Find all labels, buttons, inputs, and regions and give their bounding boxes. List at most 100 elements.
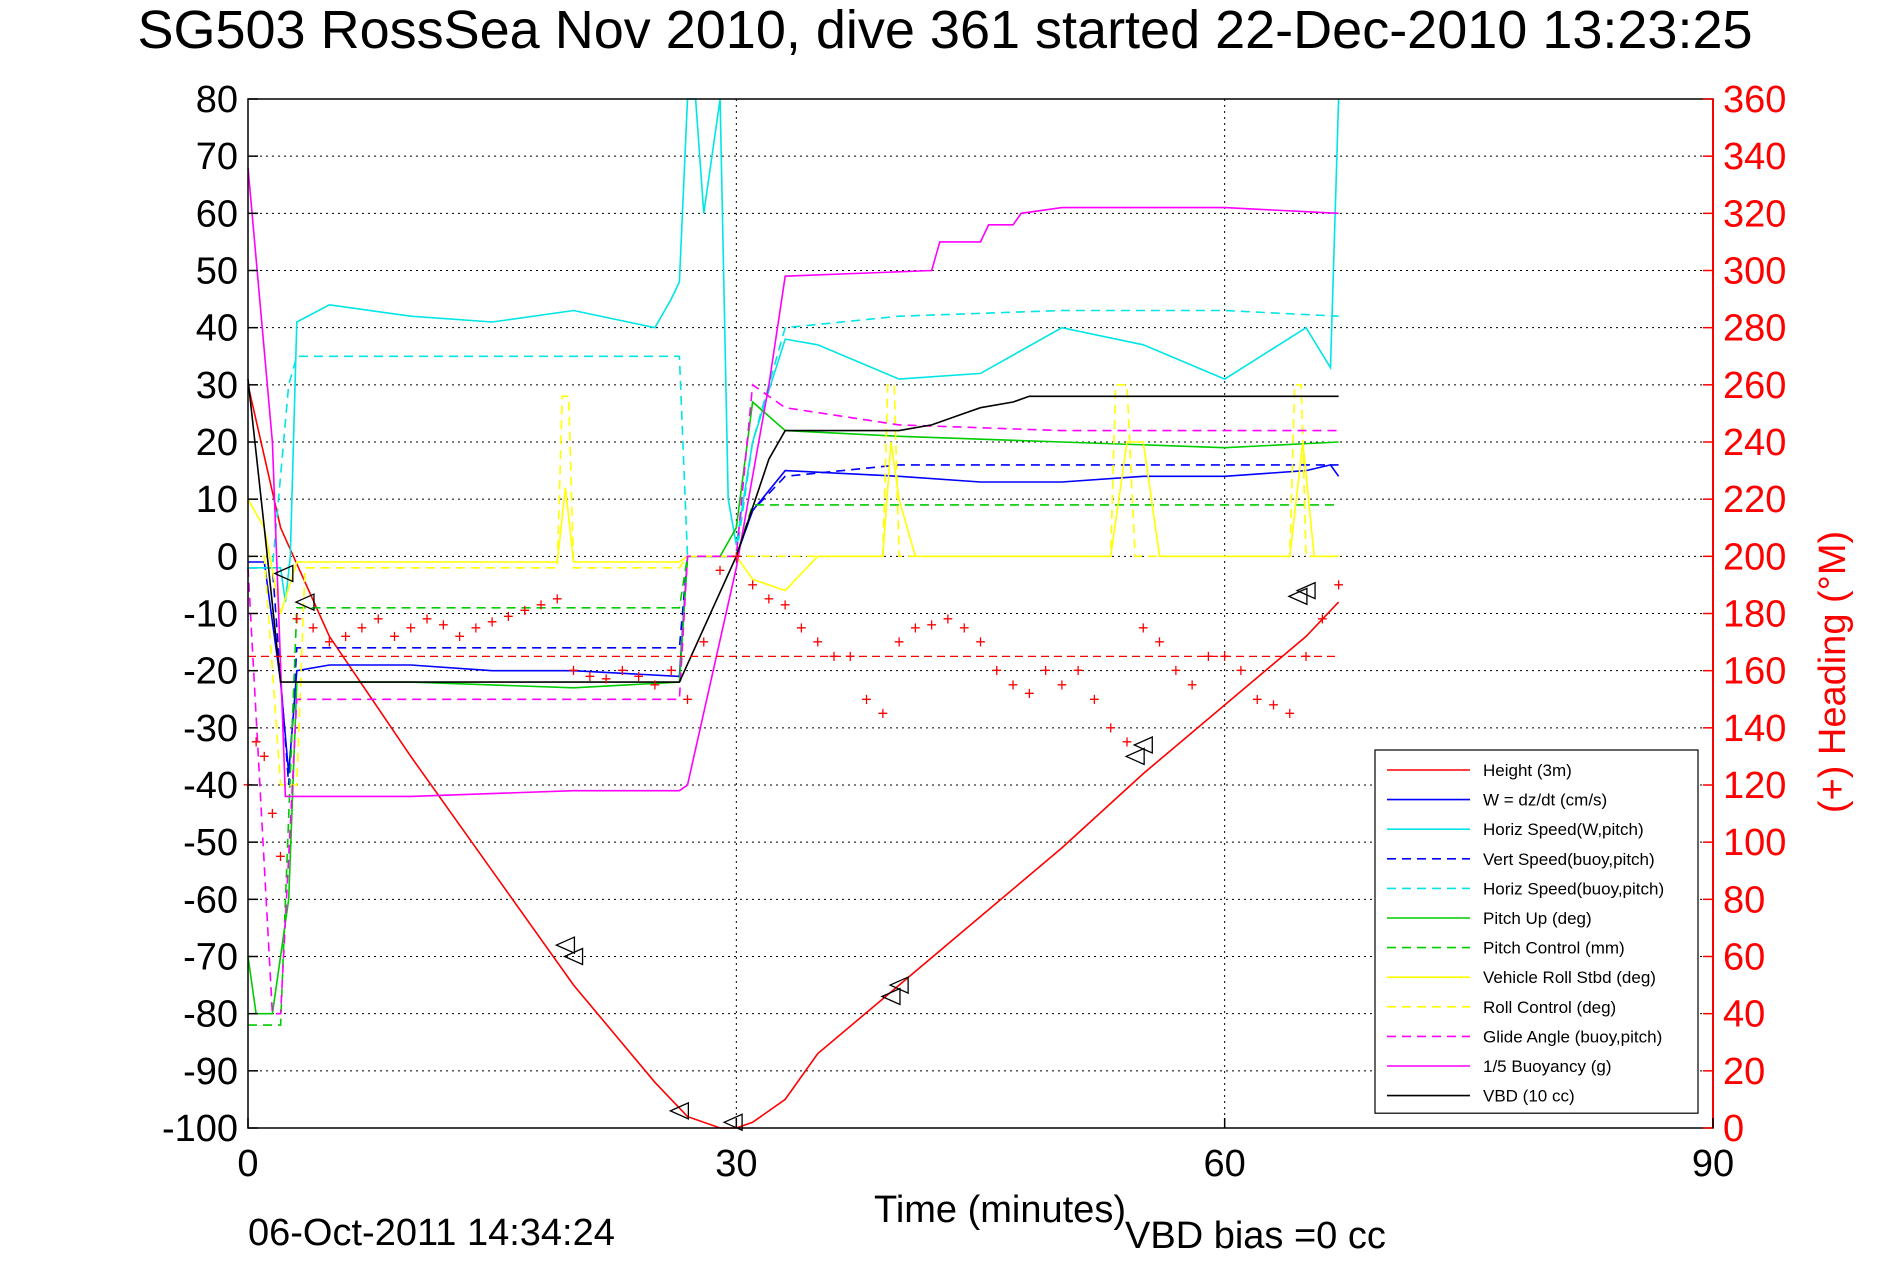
phase-marker bbox=[668, 1101, 690, 1120]
legend-label-3: Vert Speed(buoy,pitch) bbox=[1483, 850, 1655, 869]
heading-point: + bbox=[878, 704, 889, 724]
y-tick-label: -80 bbox=[183, 994, 238, 1036]
legend-box bbox=[1374, 749, 1699, 1114]
x-tick-label: 0 bbox=[237, 1143, 258, 1185]
legend-label-6: Pitch Control (mm) bbox=[1483, 939, 1625, 958]
series-line-11 bbox=[247, 379, 1339, 683]
legend-label-7: Vehicle Roll Stbd (deg) bbox=[1483, 968, 1656, 987]
phase-marker bbox=[1295, 581, 1316, 600]
heading-point: + bbox=[454, 626, 465, 646]
y-tick-label: -30 bbox=[183, 708, 238, 750]
heading-point: + bbox=[747, 575, 758, 595]
y2-tick-label: 160 bbox=[1723, 651, 1786, 693]
heading-point: + bbox=[1122, 732, 1133, 752]
heading-point: + bbox=[308, 618, 319, 638]
legend-label-11: VBD (10 cc) bbox=[1483, 1087, 1575, 1106]
heading-point: + bbox=[699, 632, 710, 652]
heading-point: + bbox=[633, 666, 644, 686]
heading-point: + bbox=[275, 846, 286, 866]
heading-point: + bbox=[259, 746, 270, 766]
y2-tick-label: 300 bbox=[1723, 251, 1786, 293]
heading-point: + bbox=[1171, 661, 1182, 681]
footer-vbd-bias: VBD bias =0 cc bbox=[1125, 1215, 1386, 1257]
heading-point: + bbox=[487, 612, 498, 632]
y-tick-label: 10 bbox=[196, 479, 238, 521]
phase-marker bbox=[880, 987, 901, 1006]
heading-point: + bbox=[975, 632, 986, 652]
y2-tick-label: 280 bbox=[1723, 308, 1786, 350]
y-tick-label: -90 bbox=[183, 1051, 238, 1093]
heading-point: + bbox=[731, 546, 742, 566]
y2-tick-label: 240 bbox=[1723, 422, 1786, 464]
y2-tick-label: 260 bbox=[1723, 365, 1786, 407]
series-line-4 bbox=[248, 309, 1339, 569]
phase-marker bbox=[273, 564, 294, 583]
x-tick-label: 60 bbox=[1204, 1143, 1246, 1185]
heading-layer: ++++++ ++ + + ++ + + ++ + + + + + ++ + + + + ++++++++ ++++ +… bbox=[243, 546, 1344, 866]
heading-point: + bbox=[1252, 689, 1263, 709]
series-line-0 bbox=[247, 384, 1340, 1129]
heading-point: + bbox=[568, 661, 579, 681]
legend-label-5: Pitch Up (deg) bbox=[1483, 909, 1592, 928]
y-tick-label: -50 bbox=[183, 822, 238, 864]
series-line-2 bbox=[248, 98, 1340, 603]
heading-point: + bbox=[1154, 632, 1165, 652]
y-tick-label: -60 bbox=[183, 879, 238, 921]
heading-point: + bbox=[617, 661, 628, 681]
heading-point: + bbox=[1268, 695, 1279, 715]
heading-point: + bbox=[552, 589, 563, 609]
heading-point: + bbox=[715, 561, 726, 581]
y2-tick-label: 320 bbox=[1723, 193, 1786, 235]
y-tick-label: 60 bbox=[196, 193, 238, 235]
heading-point: + bbox=[1024, 684, 1035, 704]
heading-point: + bbox=[992, 661, 1003, 681]
y2-tick-label: 360 bbox=[1723, 79, 1786, 121]
y2-axis-label: (+) Heading (°M) bbox=[1812, 531, 1854, 813]
phase-marker bbox=[888, 976, 909, 995]
heading-point: + bbox=[829, 646, 840, 666]
y-tick-label: -40 bbox=[183, 765, 238, 807]
heading-point: + bbox=[601, 669, 612, 689]
series-layer bbox=[247, 98, 1340, 1129]
y-tick-label: 50 bbox=[196, 251, 238, 293]
heading-point: + bbox=[340, 626, 351, 646]
y-tick-label: 80 bbox=[196, 79, 238, 121]
heading-point: + bbox=[1073, 661, 1084, 681]
heading-point: + bbox=[1236, 661, 1247, 681]
y-tick-label: -100 bbox=[162, 1108, 238, 1150]
heading-point: + bbox=[812, 632, 823, 652]
heading-point: + bbox=[1008, 675, 1019, 695]
heading-point: + bbox=[1138, 618, 1149, 638]
heading-point: + bbox=[1203, 646, 1214, 666]
heading-point: + bbox=[1219, 646, 1230, 666]
heading-point: + bbox=[1285, 704, 1296, 724]
y2-tick-label: 180 bbox=[1723, 594, 1786, 636]
heading-point: + bbox=[422, 609, 433, 629]
heading-point: + bbox=[519, 601, 530, 621]
series-line-9 bbox=[247, 383, 1339, 1015]
heading-point: + bbox=[503, 606, 514, 626]
legend-label-9: Glide Angle (buoy,pitch) bbox=[1483, 1027, 1662, 1046]
y2-tick-label: 80 bbox=[1723, 879, 1765, 921]
y2-tick-label: 120 bbox=[1723, 765, 1786, 807]
heading-point: + bbox=[292, 609, 303, 629]
phase-marker bbox=[1132, 735, 1153, 754]
heading-point: + bbox=[943, 609, 954, 629]
heading-point: + bbox=[1333, 575, 1344, 595]
axes: 80706050403020100-10-20-30-40-50-60-70-8… bbox=[162, 79, 1786, 1185]
heading-point: + bbox=[536, 595, 547, 615]
phase-marker bbox=[1287, 587, 1308, 606]
series-line-8 bbox=[248, 383, 1339, 786]
legend-label-10: 1/5 Buoyancy (g) bbox=[1483, 1057, 1612, 1076]
heading-point: + bbox=[845, 646, 856, 666]
y-tick-label: -70 bbox=[183, 937, 238, 979]
heading-point: + bbox=[585, 666, 596, 686]
heading-point: + bbox=[1187, 675, 1198, 695]
y2-tick-label: 140 bbox=[1723, 708, 1786, 750]
heading-point: + bbox=[910, 618, 921, 638]
series-line-5 bbox=[247, 400, 1339, 1015]
y2-tick-label: 340 bbox=[1723, 136, 1786, 178]
heading-point: + bbox=[1040, 661, 1051, 681]
y2-tick-label: 60 bbox=[1723, 937, 1765, 979]
